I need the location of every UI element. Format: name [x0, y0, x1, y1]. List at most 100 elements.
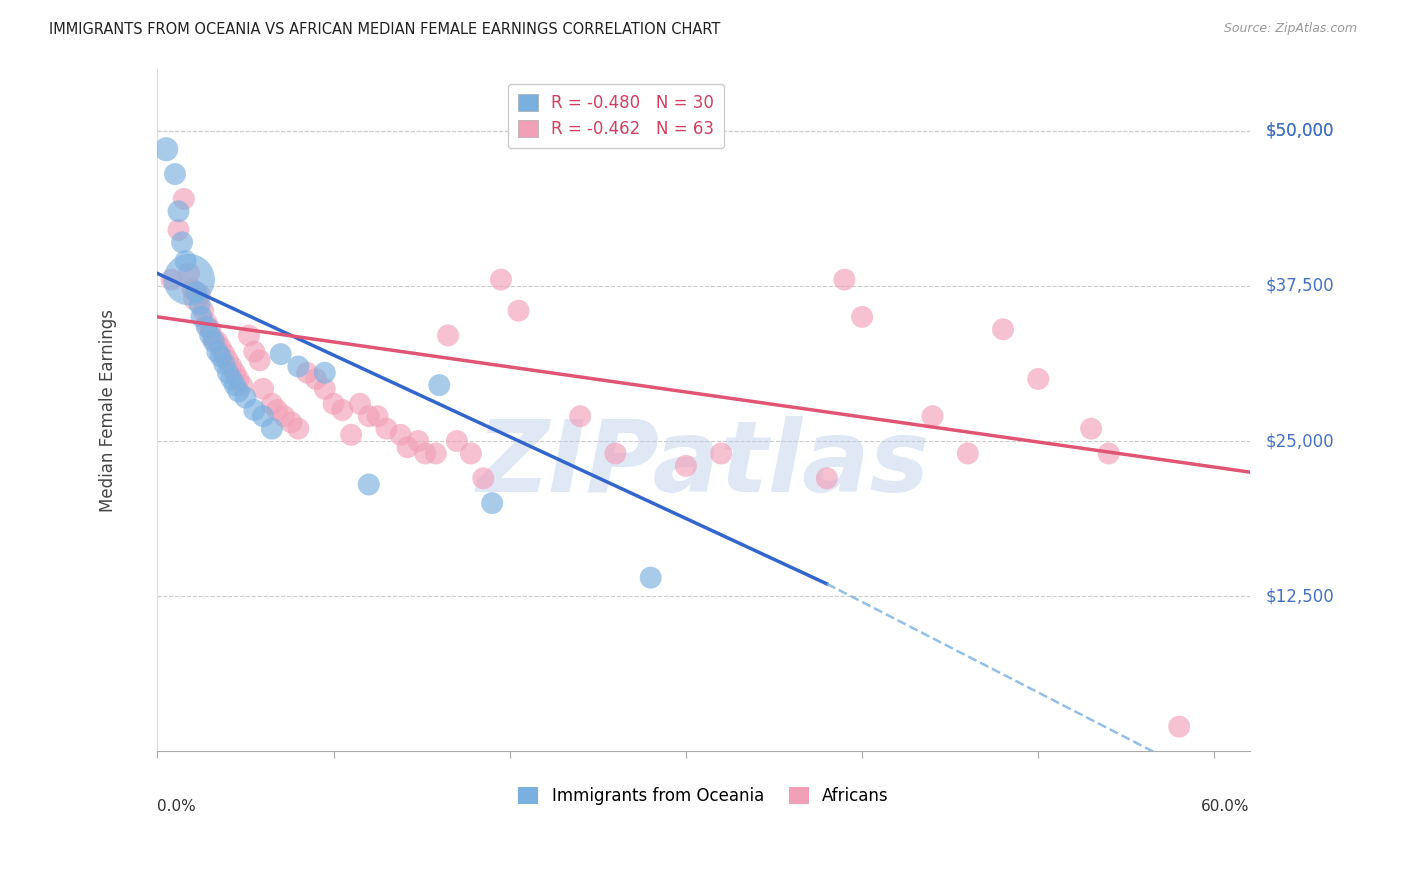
Text: $37,500: $37,500 [1265, 277, 1334, 295]
Point [605, 446, 627, 460]
Point [252, 382, 274, 396]
Point [202, 334, 225, 349]
Point [200, 322, 222, 336]
Text: ZIPatlas: ZIPatlas [477, 417, 931, 513]
Point [249, 353, 271, 368]
Point [287, 422, 309, 436]
Point [221, 372, 243, 386]
Point [314, 366, 336, 380]
Point [357, 409, 380, 424]
Point [214, 347, 236, 361]
Point [956, 446, 979, 460]
Text: 0.0%: 0.0% [157, 799, 197, 814]
Point [243, 403, 266, 417]
Point [167, 204, 190, 219]
Point [1026, 372, 1049, 386]
Point [186, 285, 208, 299]
Point [170, 235, 193, 250]
Point [160, 272, 183, 286]
Point [217, 366, 239, 380]
Point [1080, 422, 1102, 436]
Point [991, 322, 1014, 336]
Point [295, 366, 318, 380]
Point [437, 328, 460, 343]
Point [273, 409, 295, 424]
Point [851, 310, 873, 324]
Text: Source: ZipAtlas.com: Source: ZipAtlas.com [1223, 22, 1357, 36]
Point [181, 283, 204, 297]
Point [190, 310, 212, 324]
Text: $25,000: $25,000 [1265, 432, 1334, 450]
Point [270, 347, 292, 361]
Point [155, 142, 177, 156]
Point [340, 427, 363, 442]
Point [425, 446, 447, 460]
Point [260, 422, 283, 436]
Point [287, 359, 309, 374]
Point [460, 446, 482, 460]
Point [214, 357, 236, 371]
Point [224, 366, 246, 380]
Point [489, 272, 512, 286]
Point [921, 409, 943, 424]
Point [177, 272, 200, 286]
Point [396, 440, 419, 454]
Point [472, 471, 495, 485]
Text: Median Female Earnings: Median Female Earnings [100, 309, 117, 511]
Point [228, 384, 250, 399]
Point [202, 332, 225, 346]
Point [217, 353, 239, 368]
Point [186, 291, 208, 305]
Point [569, 409, 592, 424]
Point [195, 319, 218, 334]
Point [167, 223, 190, 237]
Point [188, 287, 211, 301]
Point [406, 434, 429, 448]
Point [413, 446, 436, 460]
Point [228, 372, 250, 386]
Point [163, 167, 186, 181]
Point [508, 303, 530, 318]
Point [710, 446, 733, 460]
Point [367, 409, 389, 424]
Point [195, 316, 218, 330]
Point [389, 427, 412, 442]
Point [209, 350, 232, 364]
Point [177, 267, 200, 281]
Point [188, 297, 211, 311]
Text: $12,500: $12,500 [1265, 587, 1334, 606]
Point [173, 192, 195, 206]
Point [322, 397, 344, 411]
Point [235, 391, 257, 405]
Point [834, 272, 856, 286]
Point [1098, 446, 1121, 460]
Point [221, 359, 243, 374]
Legend: Immigrants from Oceania, Africans: Immigrants from Oceania, Africans [512, 780, 896, 812]
Point [207, 344, 229, 359]
Text: 60.0%: 60.0% [1201, 799, 1250, 814]
Point [427, 378, 450, 392]
Text: $50,000: $50,000 [1265, 121, 1334, 140]
Point [252, 409, 274, 424]
Point [260, 397, 283, 411]
Point [815, 471, 838, 485]
Point [314, 382, 336, 396]
Point [332, 403, 354, 417]
Point [266, 403, 288, 417]
Text: IMMIGRANTS FROM OCEANIA VS AFRICAN MEDIAN FEMALE EARNINGS CORRELATION CHART: IMMIGRANTS FROM OCEANIA VS AFRICAN MEDIA… [49, 22, 721, 37]
Point [375, 422, 398, 436]
Point [231, 378, 253, 392]
Point [446, 434, 468, 448]
Point [280, 416, 302, 430]
Point [200, 328, 222, 343]
Point [349, 397, 371, 411]
Point [193, 303, 215, 318]
Point [174, 254, 197, 268]
Point [207, 334, 229, 349]
Point [481, 496, 503, 510]
Point [357, 477, 380, 491]
Text: $50,000: $50,000 [1265, 121, 1334, 140]
Point [305, 372, 328, 386]
Point [675, 458, 697, 473]
Point [209, 341, 232, 355]
